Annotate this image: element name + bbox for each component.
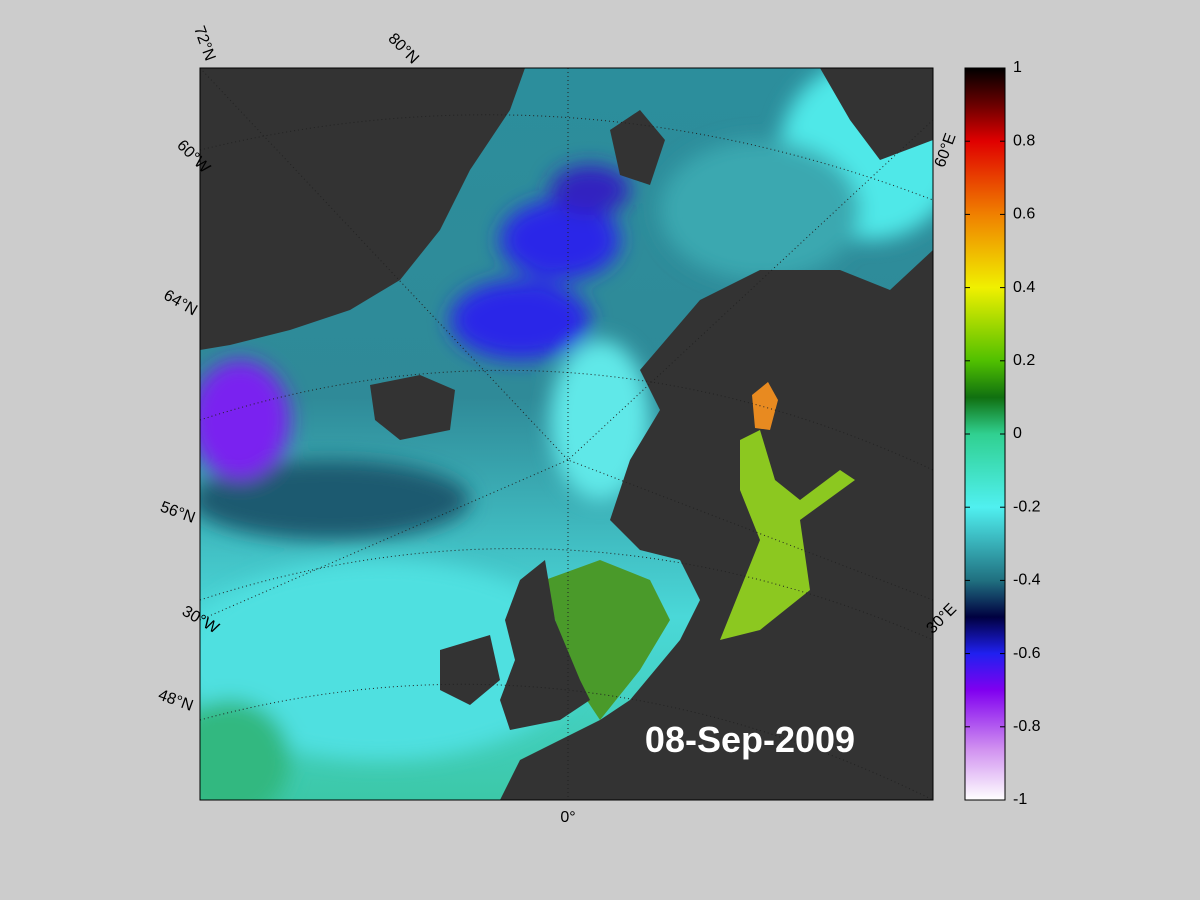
- iceland: [370, 375, 455, 440]
- colorbar-scale: [964, 67, 1006, 801]
- colorbar-tick-label: -0.8: [1013, 718, 1041, 735]
- colorbar-tick-label: 0: [1013, 425, 1022, 442]
- graticule-label: 64°N: [161, 287, 200, 320]
- ireland: [440, 635, 500, 705]
- colorbar-tick-label: -0.4: [1013, 572, 1041, 589]
- novaya-zemlya: [820, 68, 933, 160]
- colorbar-tick-label: -0.2: [1013, 498, 1041, 515]
- graticule-label: 0°: [560, 809, 575, 826]
- anomaly-field: [200, 68, 933, 800]
- graticule: [200, 68, 933, 800]
- britain: [500, 560, 590, 730]
- colorbar-tick-label: -1: [1013, 791, 1027, 808]
- colorbar-tick-label: 0.8: [1013, 132, 1035, 149]
- graticule-label: 72°N: [190, 24, 218, 63]
- graticule-label: 48°N: [156, 687, 195, 715]
- date-label: 08-Sep-2009: [645, 719, 855, 760]
- baltic-sea: [720, 430, 855, 640]
- graticule-label: 60°E: [932, 131, 960, 170]
- colorbar-tick-label: 1: [1013, 59, 1022, 76]
- graticule-label: 80°N: [385, 30, 422, 67]
- colorbar-tick-label: -0.6: [1013, 645, 1041, 662]
- svalbard: [610, 110, 665, 185]
- north-sea: [545, 560, 670, 720]
- colorbar: 1 0.8 0.6 0.4 0.2 0 -0.2 -0.4 -0.6 -0.8 -1: [964, 59, 1041, 808]
- map-area: [200, 68, 933, 800]
- colorbar-tick-label: 0.6: [1013, 206, 1035, 223]
- map-frame: [199, 67, 934, 801]
- colorbar-tick-label: 0.4: [1013, 279, 1035, 296]
- graticule-label: 56°N: [158, 499, 197, 527]
- europe: [500, 250, 933, 800]
- bothnian-bay: [752, 382, 778, 430]
- colorbar-tick-label: 0.2: [1013, 352, 1035, 369]
- greenland: [200, 68, 525, 350]
